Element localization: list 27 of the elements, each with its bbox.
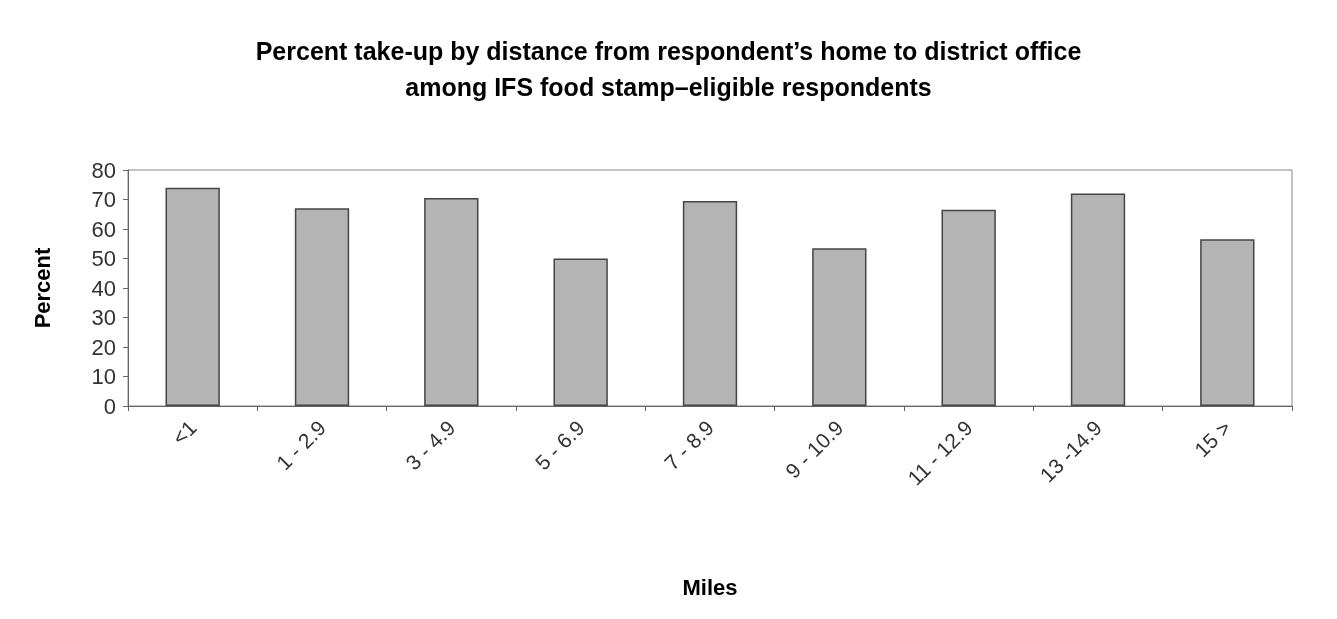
bar bbox=[424, 198, 479, 406]
y-tick-label: 0 bbox=[103, 393, 116, 419]
y-tick-label: 80 bbox=[91, 157, 116, 183]
y-tick-label: 30 bbox=[91, 305, 116, 330]
x-tick-label: 1 - 2.9 bbox=[271, 415, 331, 475]
x-tick-label: 15 > bbox=[1189, 415, 1236, 462]
bar bbox=[294, 208, 350, 406]
y-tick-label: 10 bbox=[91, 364, 116, 389]
bar bbox=[1070, 193, 1126, 406]
bar bbox=[165, 187, 220, 406]
bar bbox=[1200, 239, 1255, 406]
chart-title: Percent take-up by distance from respondent’s home to district office among IFS food stamp–eligible respondents bbox=[255, 37, 1082, 101]
y-tick-label: 20 bbox=[91, 334, 116, 360]
bar bbox=[812, 248, 867, 406]
y-tick-label: 60 bbox=[91, 216, 116, 242]
bar bbox=[553, 258, 608, 406]
x-tick-label: 3 - 4.9 bbox=[401, 415, 460, 475]
x-tick-label: 5 - 6.9 bbox=[530, 415, 589, 475]
bar bbox=[682, 200, 738, 406]
y-tick-label: 40 bbox=[91, 275, 116, 301]
y-tick-label: 50 bbox=[91, 246, 116, 271]
x-tick-label: 7 - 8.9 bbox=[659, 415, 719, 475]
bar bbox=[941, 209, 996, 406]
x-tick-label: <1 bbox=[167, 415, 201, 450]
y-tick-label: 70 bbox=[91, 187, 116, 212]
x-axis-title: Miles bbox=[682, 574, 738, 600]
y-axis-title: Percent bbox=[29, 246, 55, 329]
